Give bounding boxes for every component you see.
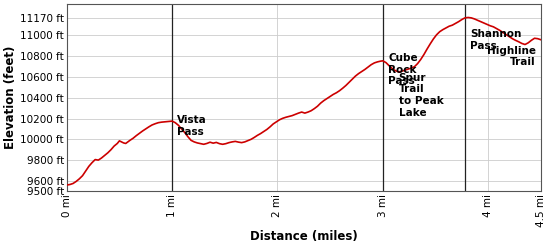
- Text: Vista
Pass: Vista Pass: [177, 115, 207, 137]
- Text: Highline
Trail: Highline Trail: [487, 46, 536, 67]
- Text: Shannon
Pass: Shannon Pass: [470, 29, 521, 51]
- Text: Spur
Trail
to Peak
Lake: Spur Trail to Peak Lake: [399, 73, 443, 118]
- X-axis label: Distance (miles): Distance (miles): [250, 230, 358, 243]
- Y-axis label: Elevation (feet): Elevation (feet): [4, 46, 17, 149]
- Text: Cube
Rock
Pass: Cube Rock Pass: [388, 53, 417, 86]
